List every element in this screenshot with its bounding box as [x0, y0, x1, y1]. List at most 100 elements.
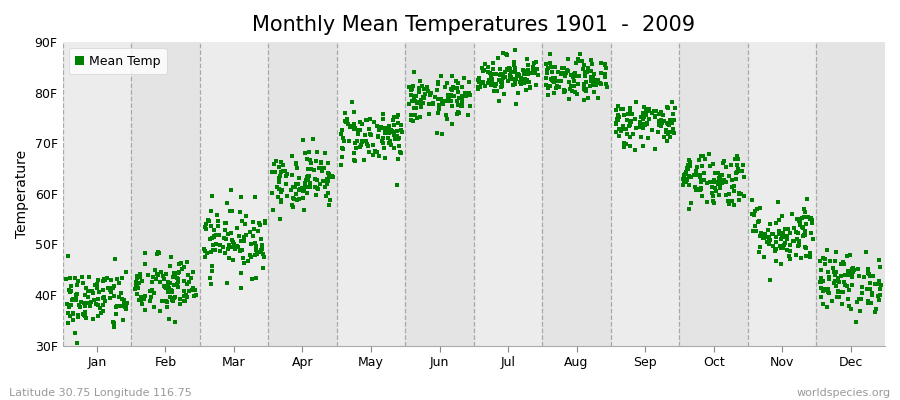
Point [299, 177, 313, 183]
Point [411, 85, 426, 91]
Point [716, 177, 731, 183]
Point [828, 278, 842, 284]
Point [106, 283, 121, 289]
Point [707, 170, 722, 176]
Point [307, 166, 321, 173]
Point [431, 81, 446, 88]
Point [249, 242, 264, 249]
Point [359, 138, 374, 145]
Point [761, 227, 776, 234]
Point [228, 246, 242, 252]
Point [181, 272, 195, 278]
Point [706, 177, 721, 183]
Point [348, 125, 363, 131]
Point [866, 273, 880, 279]
Point [543, 82, 557, 89]
Point [508, 61, 522, 68]
Point [230, 224, 245, 231]
Point [91, 277, 105, 284]
Point [339, 119, 354, 125]
Point [507, 58, 521, 65]
Point [73, 304, 87, 310]
Point [234, 194, 248, 200]
Point [198, 226, 212, 232]
Point [472, 84, 487, 90]
Point [211, 223, 225, 229]
Point [82, 300, 96, 307]
Point [407, 104, 421, 111]
Point [569, 60, 583, 66]
Point [612, 114, 626, 120]
Point [567, 83, 581, 89]
Point [207, 233, 221, 240]
Point [662, 117, 677, 124]
Point [611, 112, 625, 118]
Point [147, 304, 161, 311]
Point [769, 220, 783, 226]
Point [539, 75, 554, 81]
Point [309, 158, 323, 164]
Point [665, 120, 680, 126]
Text: Latitude 30.75 Longitude 116.75: Latitude 30.75 Longitude 116.75 [9, 388, 192, 398]
Point [412, 88, 427, 95]
Point [484, 78, 499, 84]
Point [440, 98, 454, 104]
Point [586, 79, 600, 85]
Point [446, 93, 460, 100]
Point [387, 144, 401, 151]
Point [382, 140, 397, 146]
Point [114, 303, 129, 309]
Point [691, 157, 706, 163]
Point [413, 114, 428, 120]
Point [66, 316, 80, 323]
Point [445, 120, 459, 127]
Point [415, 83, 429, 90]
Point [502, 72, 517, 78]
Point [828, 272, 842, 278]
Point [71, 312, 86, 318]
Point [336, 134, 350, 141]
Point [256, 265, 271, 271]
Point [693, 172, 707, 178]
Point [778, 240, 792, 246]
Point [432, 105, 446, 111]
Point [662, 122, 676, 128]
Point [476, 68, 491, 74]
Point [861, 286, 876, 292]
Point [777, 242, 791, 248]
Point [351, 127, 365, 134]
Point [161, 279, 176, 286]
Point [390, 132, 404, 139]
Point [713, 171, 727, 178]
Point [255, 246, 269, 252]
Point [732, 190, 746, 196]
Point [642, 105, 656, 112]
Point [778, 234, 793, 241]
Point [403, 87, 418, 93]
Point [827, 269, 842, 275]
Point [462, 78, 476, 85]
Point [375, 140, 390, 146]
Point [796, 232, 811, 238]
Point [320, 178, 335, 185]
Point [171, 275, 185, 282]
Point [394, 122, 409, 128]
Point [559, 70, 573, 76]
Point [199, 221, 213, 228]
Point [393, 127, 408, 133]
Point [112, 294, 127, 300]
Point [508, 65, 522, 71]
Point [840, 283, 854, 289]
Point [562, 86, 577, 92]
Point [778, 234, 793, 240]
Point [405, 98, 419, 104]
Point [405, 86, 419, 92]
Point [449, 85, 464, 91]
Point [104, 277, 118, 284]
Point [78, 309, 93, 316]
Point [387, 122, 401, 128]
Point [633, 123, 647, 129]
Point [835, 301, 850, 308]
Point [667, 117, 681, 123]
Point [680, 162, 695, 168]
